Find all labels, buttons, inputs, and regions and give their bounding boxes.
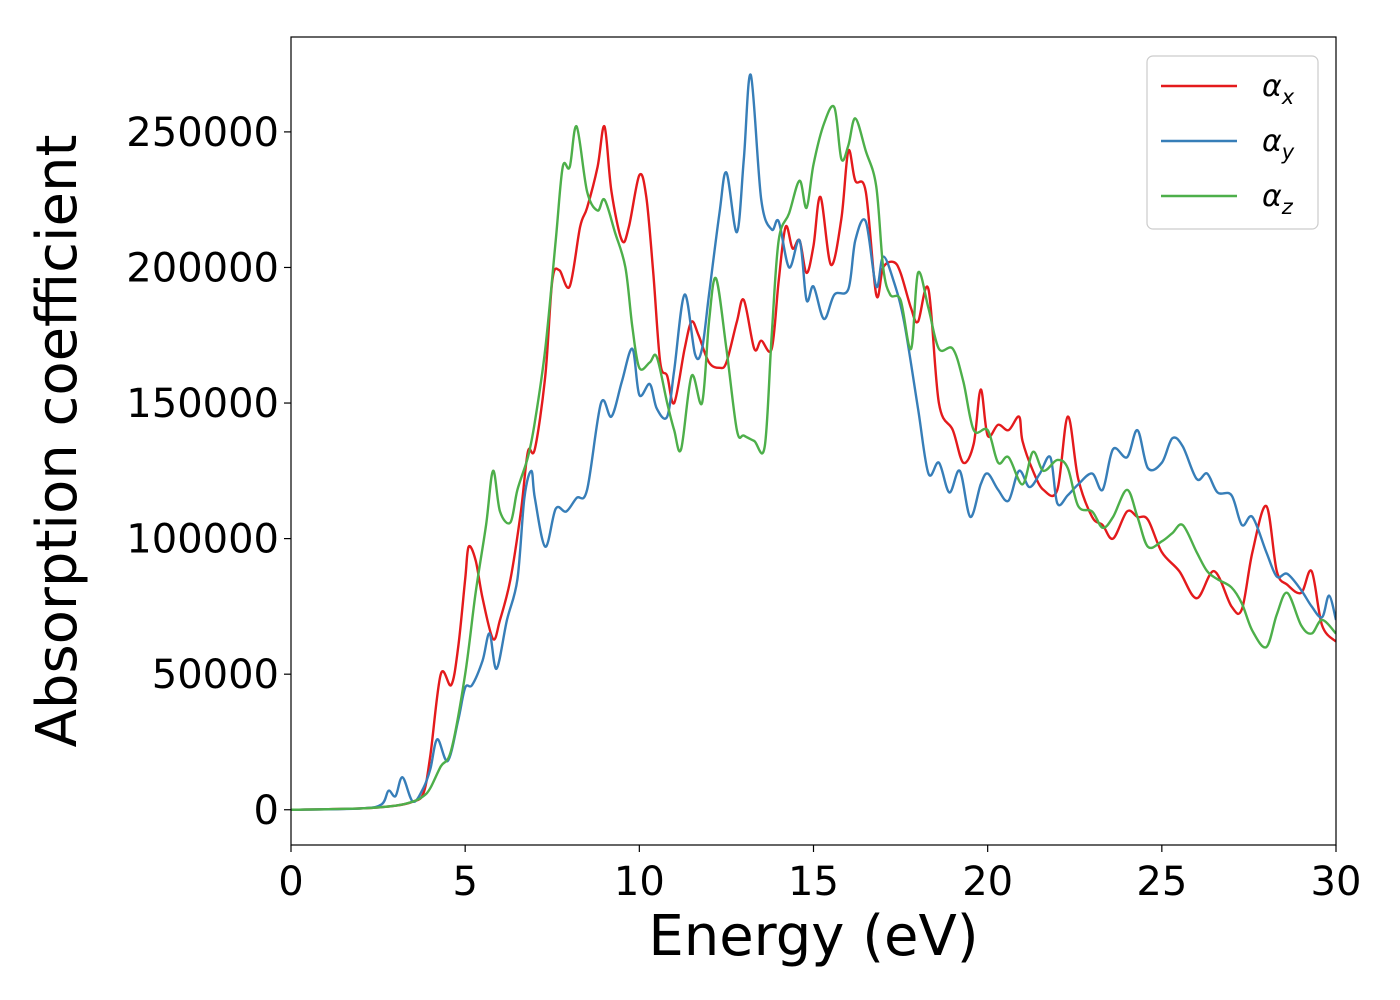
x-tick-label: 30 <box>1311 859 1362 905</box>
series-line-y <box>291 73 1336 811</box>
y-tick-label: 0 <box>254 788 279 834</box>
y-axis-title: Absorption coefficient <box>25 135 90 748</box>
x-axis-ticks: 0 5 10 15 20 25 30 <box>278 845 1361 905</box>
y-tick-label: 100000 <box>126 517 279 563</box>
series-lines <box>291 73 1336 811</box>
x-tick-label: 15 <box>788 859 839 905</box>
x-tick-label: 5 <box>452 859 477 905</box>
legend-label-z: αz <box>1262 179 1294 219</box>
y-tick-label: 250000 <box>126 110 279 156</box>
x-tick-label: 20 <box>962 859 1013 905</box>
legend-label-x: αx <box>1262 69 1295 109</box>
x-axis-title: Energy (eV) <box>648 904 978 969</box>
y-tick-label: 200000 <box>126 245 279 291</box>
y-axis-ticks: 0 50000 100000 150000 200000 250000 <box>126 110 291 834</box>
y-tick-label: 50000 <box>152 652 279 698</box>
y-tick-label: 150000 <box>126 381 279 427</box>
legend-label-y: αy <box>1262 124 1295 164</box>
legend-box <box>1146 55 1319 230</box>
x-tick-label: 0 <box>278 859 303 905</box>
x-tick-label: 25 <box>1136 859 1187 905</box>
x-tick-label: 10 <box>614 859 665 905</box>
legend: αx αy αz <box>1146 55 1319 230</box>
series-line-z <box>291 104 1336 811</box>
